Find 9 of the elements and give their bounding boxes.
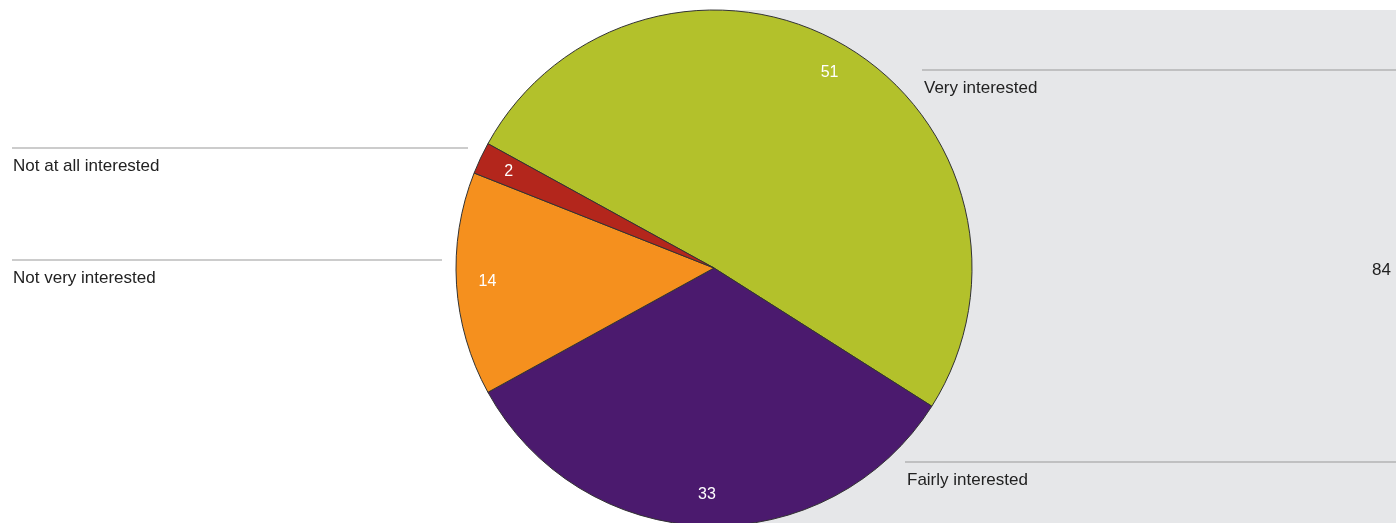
data-label: 51 xyxy=(820,62,839,80)
data-label: 33 xyxy=(697,485,716,503)
data-label: 14 xyxy=(478,272,497,290)
data-label: 2 xyxy=(504,161,514,179)
slice-label: Not very interested xyxy=(13,268,156,287)
slice-label: Fairly interested xyxy=(907,470,1028,489)
slice-label: Very interested xyxy=(924,78,1038,97)
text: 84 xyxy=(1372,260,1391,279)
slice-label: Not at all interested xyxy=(13,156,160,175)
